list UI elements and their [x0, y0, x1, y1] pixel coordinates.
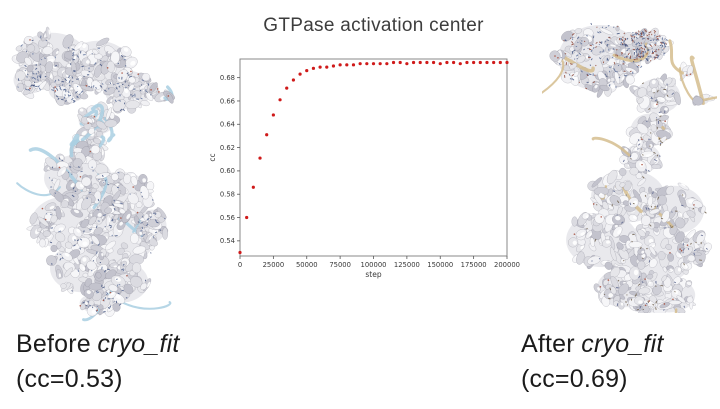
svg-text:75000: 75000 — [329, 261, 351, 269]
program-name-italic: cryo_fit — [581, 330, 664, 358]
cc-vs-step-chart: 0 25000 50000 75000 100000 125000 150000 175000… — [208, 58, 520, 279]
svg-text:0.60: 0.60 — [220, 167, 235, 175]
program-name-italic: cryo_fit — [97, 330, 180, 358]
before-structure-image — [11, 26, 175, 322]
svg-text:0: 0 — [238, 261, 242, 269]
after-caption-prefix: After — [521, 330, 575, 358]
before-cc-value: (cc=0.53) — [16, 365, 123, 393]
svg-text:0.64: 0.64 — [220, 121, 235, 129]
svg-text:0.62: 0.62 — [220, 144, 235, 152]
after-structure-image — [542, 22, 717, 313]
svg-text:step: step — [365, 270, 381, 279]
svg-text:0.58: 0.58 — [220, 191, 235, 199]
after-cc-value: (cc=0.69) — [521, 365, 628, 393]
svg-text:100000: 100000 — [361, 261, 387, 269]
svg-text:0.54: 0.54 — [220, 237, 235, 245]
svg-text:0.66: 0.66 — [220, 97, 235, 105]
svg-text:0.68: 0.68 — [220, 74, 235, 82]
svg-text:200000: 200000 — [494, 261, 520, 269]
after-caption: After cryo_fit (cc=0.69) — [521, 327, 663, 397]
svg-text:25000: 25000 — [263, 261, 285, 269]
before-caption-prefix: Before — [16, 330, 91, 358]
chart-title: GTPase activation center — [263, 15, 484, 36]
svg-text:175000: 175000 — [461, 261, 487, 269]
before-caption-line1: Before cryo_fit — [16, 327, 180, 362]
after-caption-line1: After cryo_fit — [521, 327, 663, 362]
before-caption: Before cryo_fit (cc=0.53) — [16, 327, 180, 397]
svg-text:150000: 150000 — [427, 261, 453, 269]
svg-text:0.56: 0.56 — [220, 214, 235, 222]
svg-text:cc: cc — [208, 153, 217, 161]
svg-text:125000: 125000 — [394, 261, 420, 269]
svg-text:50000: 50000 — [296, 261, 318, 269]
